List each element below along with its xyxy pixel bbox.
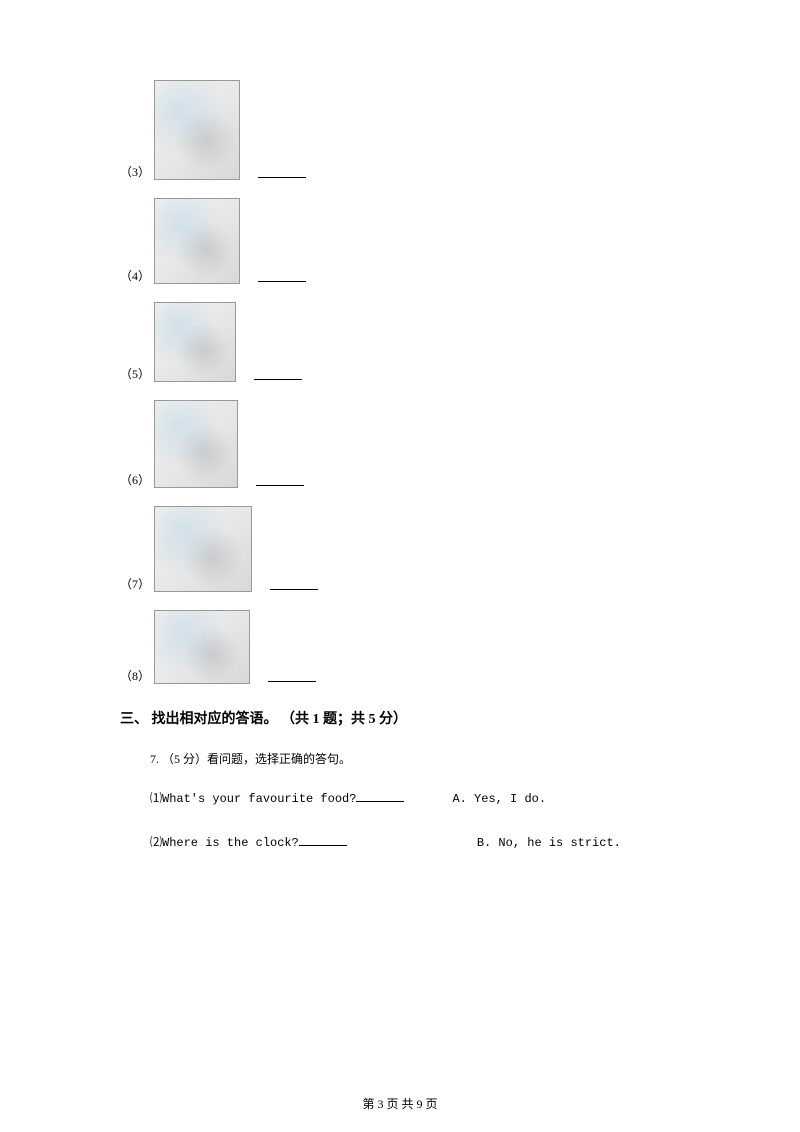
placeholder-image-8 — [154, 610, 250, 684]
matching-answer-2: B. No, he is strict. — [477, 836, 621, 850]
item-label-3: （3） — [120, 163, 150, 180]
section-heading: 三、 找出相对应的答语。 （共 1 题；共 5 分） — [120, 708, 680, 728]
image-item-5: （5） — [120, 302, 680, 382]
item-label-6: （6） — [120, 471, 150, 488]
image-item-7: （7） — [120, 506, 680, 592]
placeholder-image-4 — [154, 198, 240, 284]
matching-row-2: ⑵Where is the clock? B. No, he is strict. — [150, 833, 680, 850]
placeholder-image-3 — [154, 80, 240, 180]
question-intro: 7. （5 分）看问题，选择正确的答句。 — [150, 750, 680, 767]
content-area: （3） （4） （5） （6） （7） （8） 三、 找出相对应的答语。 （共 … — [120, 80, 680, 850]
matching-question-2: ⑵Where is the clock? — [150, 836, 299, 850]
answer-blank-6 — [256, 485, 304, 486]
item-label-7: （7） — [120, 575, 150, 592]
row-spacer — [120, 811, 680, 833]
matching-question-1: ⑴What's your favourite food? — [150, 792, 356, 806]
placeholder-image-7 — [154, 506, 252, 592]
answer-blank-4 — [258, 281, 306, 282]
answer-blank-7 — [270, 589, 318, 590]
image-item-6: （6） — [120, 400, 680, 488]
image-item-3: （3） — [120, 80, 680, 180]
placeholder-image-6 — [154, 400, 238, 488]
matching-answer-1: A. Yes, I do. — [452, 792, 546, 806]
matching-blank-1 — [356, 801, 404, 802]
answer-blank-3 — [258, 177, 306, 178]
item-label-8: （8） — [120, 667, 150, 684]
page-footer: 第 3 页 共 9 页 — [0, 1095, 800, 1112]
image-item-8: （8） — [120, 610, 680, 684]
answer-blank-5 — [254, 379, 302, 380]
item-label-4: （4） — [120, 267, 150, 284]
matching-blank-2 — [299, 845, 347, 846]
image-item-4: （4） — [120, 198, 680, 284]
answer-blank-8 — [268, 681, 316, 682]
placeholder-image-5 — [154, 302, 236, 382]
matching-row-1: ⑴What's your favourite food? A. Yes, I do… — [150, 789, 680, 806]
item-label-5: （5） — [120, 365, 150, 382]
